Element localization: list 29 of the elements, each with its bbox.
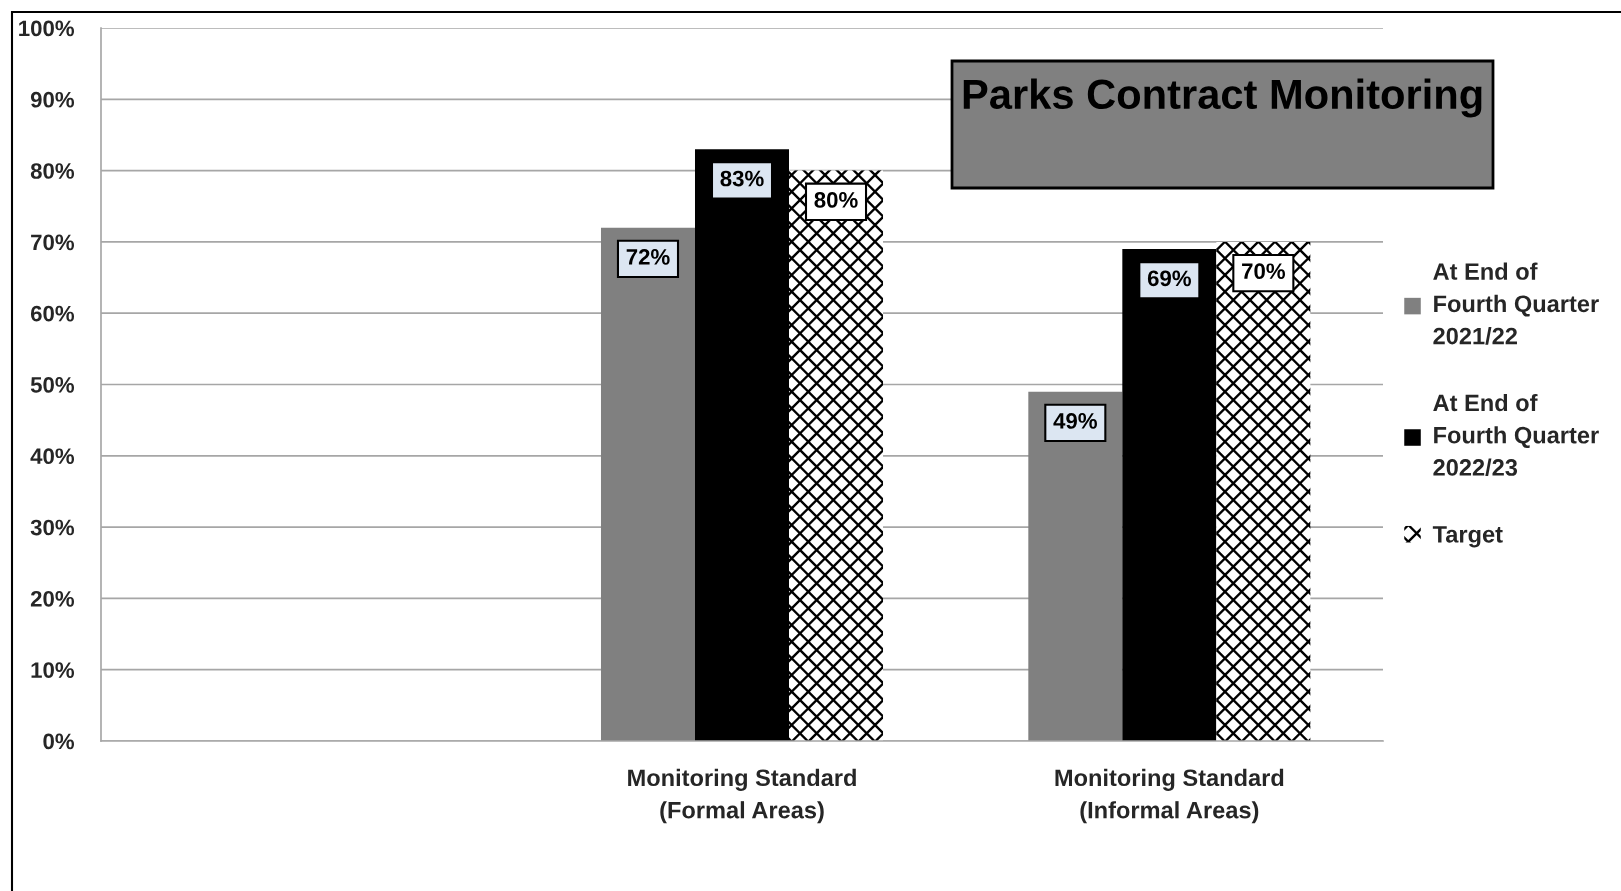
data-label: 49%: [1053, 413, 1097, 429]
text: Parks Contract Monitoring: [963, 78, 1482, 118]
y-tick-label: 10%: [31, 662, 75, 678]
y-tick-label: 100%: [19, 20, 75, 37]
y-tick-label: 90%: [30, 91, 75, 108]
y-tick-label: 0%: [43, 733, 75, 750]
y-tick-label: 50%: [30, 377, 75, 393]
legend-label: At End of Fourth Quarter 2022/23: [1433, 393, 1599, 477]
bar: [600, 227, 695, 741]
legend-label: At End of Fourth Quarter 2021/22: [1433, 262, 1599, 345]
bar: [789, 170, 884, 741]
bar: [694, 149, 790, 741]
bar: [1028, 391, 1123, 741]
data-label: 69%: [1147, 270, 1191, 287]
y-tick-label: 40%: [30, 448, 75, 465]
y-tick-label: 30%: [30, 519, 75, 536]
x-tick-label: Monitoring Standard (Informal Areas): [1055, 768, 1284, 824]
y-tick-label: 70%: [31, 234, 75, 251]
x-tick-label: Monitoring Standard (Formal Areas): [628, 768, 856, 824]
data-label: 72%: [626, 249, 670, 265]
data-label: 70%: [1242, 263, 1285, 280]
data-label: 83%: [720, 170, 764, 187]
y-tick-label: 20%: [30, 590, 75, 607]
bar: [1122, 249, 1217, 741]
legend-label: Target: [1432, 526, 1503, 548]
data-label: 80%: [814, 192, 858, 208]
bar: [1216, 241, 1311, 741]
y-tick-label: 80%: [30, 163, 75, 179]
y-tick-label: 60%: [30, 305, 75, 322]
